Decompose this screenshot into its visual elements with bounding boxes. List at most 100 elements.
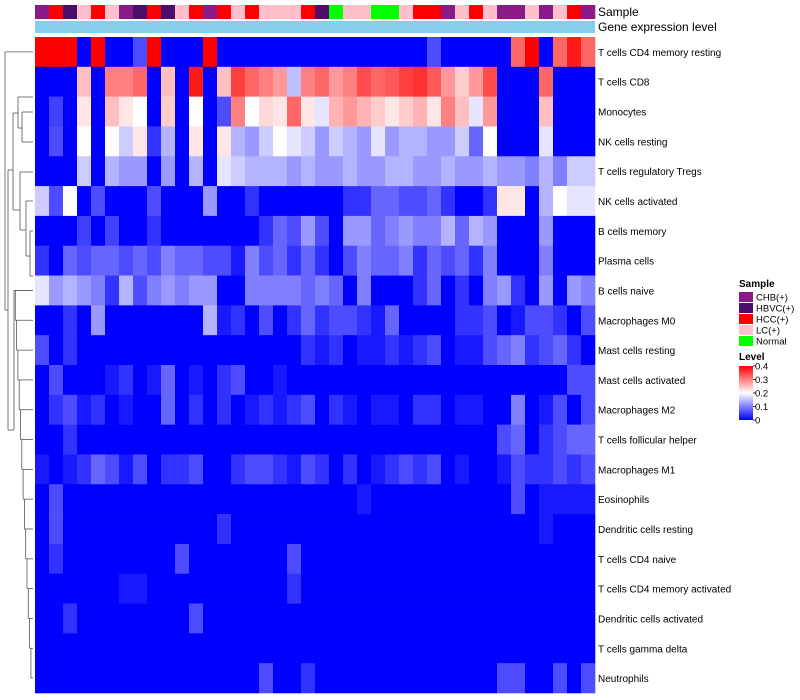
heatmap-cell — [91, 186, 106, 217]
row-label: Neutrophils — [598, 674, 649, 685]
heatmap-cell — [427, 126, 442, 157]
heatmap-cell — [63, 543, 78, 575]
heatmap-cell — [427, 394, 442, 425]
heatmap-cell — [189, 186, 204, 217]
heatmap-cell — [455, 394, 470, 425]
heatmap-cell — [483, 37, 498, 68]
heatmap-cell — [91, 663, 106, 694]
heatmap-cell — [469, 603, 484, 634]
heatmap-cell — [259, 215, 274, 247]
heatmap-cell — [175, 305, 190, 336]
heatmap-cell — [77, 633, 92, 664]
heatmap-cell — [245, 37, 260, 68]
sample-annotation-cell — [147, 5, 162, 19]
heatmap-cell — [581, 305, 596, 336]
heatmap-cell — [175, 275, 190, 306]
heatmap-cell — [483, 126, 498, 157]
heatmap-cell — [567, 484, 582, 515]
heatmap-cell — [133, 663, 148, 694]
heatmap-cell — [371, 156, 386, 187]
heatmap-cell — [231, 365, 246, 396]
heatmap-cell — [231, 305, 246, 336]
heatmap-cell — [427, 335, 442, 366]
heatmap-cell — [189, 663, 204, 694]
heatmap-cell — [525, 275, 540, 306]
heatmap-cell — [497, 305, 512, 336]
heatmap-cell — [217, 96, 232, 127]
heatmap-cell — [119, 663, 134, 694]
heatmap-cell — [63, 186, 78, 217]
heatmap-cell — [315, 335, 330, 366]
heatmap-cell — [175, 156, 190, 187]
heatmap-cell — [49, 245, 64, 276]
sample-legend-swatch — [739, 325, 753, 335]
heatmap-cell — [217, 394, 232, 425]
sample-annotation-cell — [287, 5, 302, 19]
heatmap-cell — [49, 633, 64, 664]
heatmap-cell — [427, 603, 442, 634]
heatmap-cell — [189, 37, 204, 68]
heatmap-cell — [189, 543, 204, 575]
heatmap-cell — [161, 514, 176, 545]
heatmap-cell — [413, 66, 428, 97]
heatmap-cell — [119, 514, 134, 545]
heatmap-cell — [49, 543, 64, 575]
heatmap-cell — [315, 543, 330, 575]
heatmap-cell — [119, 365, 134, 396]
sample-track-label: Sample — [598, 5, 639, 19]
heatmap-cell — [427, 365, 442, 396]
row-label: NK cells resting — [598, 137, 667, 148]
heatmap-cell — [511, 186, 526, 217]
heatmap-cell — [133, 245, 148, 276]
heatmap-cell — [441, 454, 456, 485]
row-label: Monocytes — [598, 108, 646, 119]
heatmap-cell — [343, 156, 358, 187]
sample-annotation-cell — [385, 5, 400, 19]
heatmap-cell — [301, 573, 316, 604]
heatmap-cell — [525, 156, 540, 187]
heatmap-cell — [399, 305, 414, 336]
heatmap-cell — [287, 156, 302, 187]
heatmap-cell — [343, 365, 358, 396]
heatmap-cell — [77, 37, 92, 68]
heatmap-cell — [497, 514, 512, 545]
heatmap-cell — [483, 514, 498, 545]
heatmap-cell — [511, 126, 526, 157]
heatmap-cell — [581, 484, 596, 515]
heatmap-cell — [399, 394, 414, 425]
heatmap-cell — [483, 633, 498, 664]
heatmap-cell — [147, 66, 162, 97]
heatmap-cell — [441, 305, 456, 336]
heatmap-cell — [49, 305, 64, 336]
heatmap-cell — [539, 66, 554, 97]
heatmap-cell — [539, 573, 554, 604]
heatmap-cell — [413, 275, 428, 306]
heatmap-cell — [119, 454, 134, 485]
heatmap-cell — [161, 424, 176, 455]
heatmap-cell — [133, 96, 148, 127]
heatmap-cell — [469, 215, 484, 247]
heatmap-cell — [483, 454, 498, 485]
heatmap-cell — [441, 394, 456, 425]
heatmap-cell — [413, 215, 428, 247]
heatmap-cell — [147, 245, 162, 276]
heatmap-cell — [91, 245, 106, 276]
heatmap-cell — [49, 603, 64, 634]
heatmap-cell — [413, 573, 428, 604]
heatmap-cell — [189, 573, 204, 604]
heatmap-cell — [203, 663, 218, 694]
gene-expression-level-bar — [35, 21, 595, 33]
heatmap-cell — [105, 424, 120, 455]
heatmap-cell — [77, 663, 92, 694]
heatmap-cell — [441, 245, 456, 276]
heatmap-cell — [133, 126, 148, 157]
heatmap-cell — [119, 633, 134, 664]
heatmap-cell — [329, 186, 344, 217]
heatmap-cell — [455, 335, 470, 366]
heatmap-cell — [497, 156, 512, 187]
heatmap-cell — [77, 335, 92, 366]
sample-legend-swatch — [739, 292, 753, 302]
heatmap-cell — [259, 424, 274, 455]
sample-annotation-cell — [455, 5, 470, 19]
heatmap-cell — [567, 156, 582, 187]
